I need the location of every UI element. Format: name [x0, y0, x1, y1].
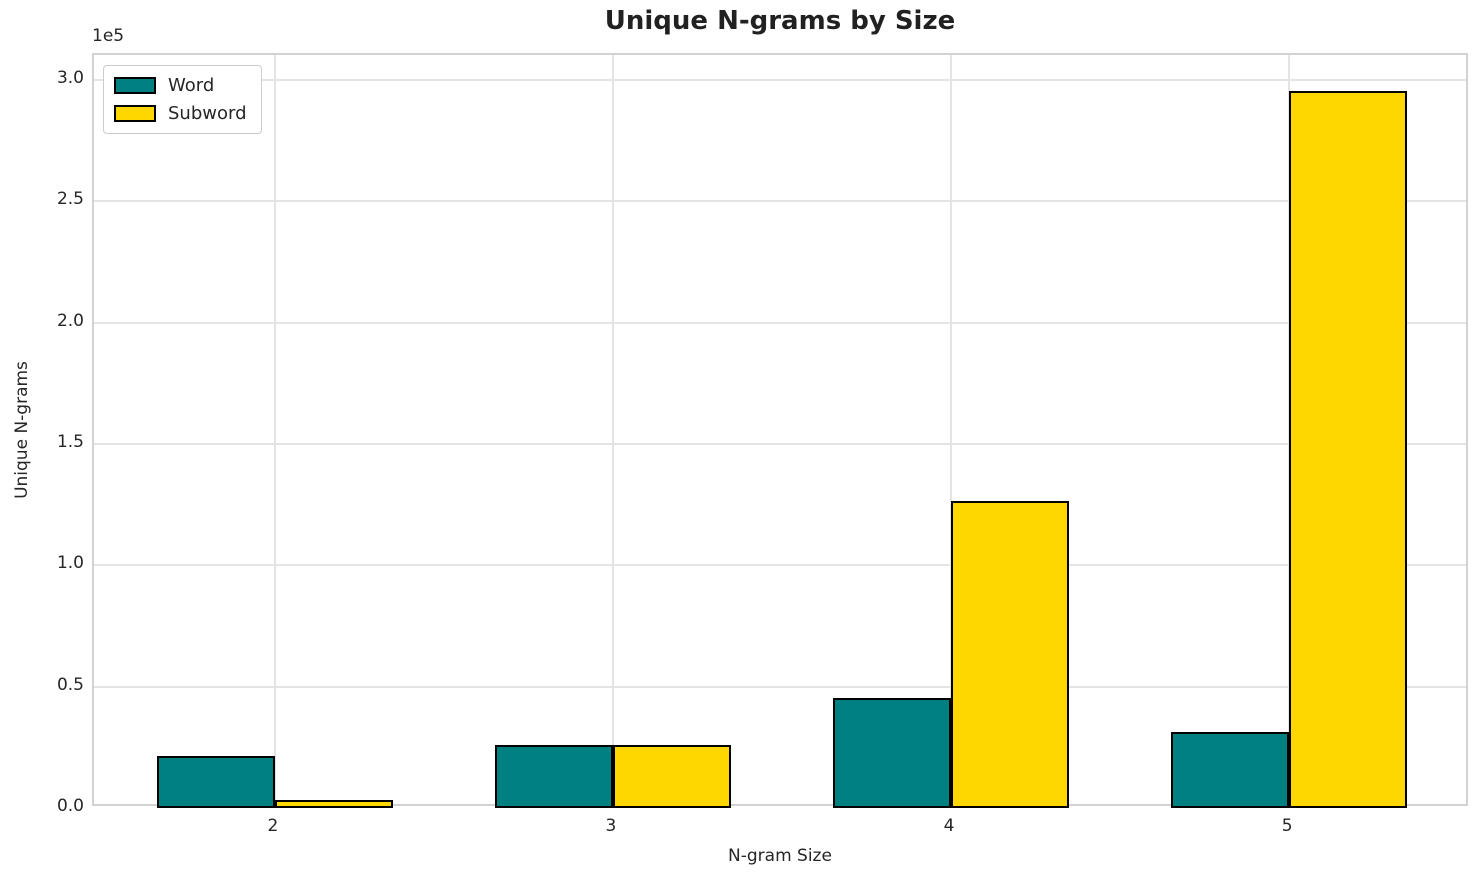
plot-area: Word Subword [92, 53, 1468, 808]
bar-word-ngram-5 [1170, 732, 1290, 808]
x-tick-label: 3 [605, 816, 617, 836]
gridline-horizontal [94, 78, 1466, 81]
y-tick-label: 3.0 [56, 67, 84, 88]
bar-word-ngram-4 [832, 697, 952, 808]
gridline-horizontal [94, 200, 1466, 203]
x-tick-label: 5 [1281, 816, 1293, 836]
legend-label-subword: Subword [168, 103, 247, 124]
y-tick-label: 0.0 [56, 796, 84, 816]
y-tick-label: 2.0 [56, 310, 84, 331]
word-series-swatch [114, 77, 156, 94]
subword-series-swatch [114, 105, 156, 122]
gridline-horizontal [94, 685, 1466, 688]
bar-subword-ngram-4 [951, 501, 1070, 808]
gridline-horizontal [94, 321, 1466, 324]
gridline-horizontal [94, 564, 1466, 567]
y-tick-label: 1.0 [56, 553, 84, 574]
bar-word-ngram-2 [156, 756, 275, 808]
y-tick-label: 1.5 [56, 431, 84, 452]
y-axis-offset-text: 1e5 [92, 26, 125, 46]
bar-subword-ngram-5 [1289, 91, 1408, 808]
chart-title: Unique N-grams by Size [604, 6, 956, 36]
x-tick-label: 2 [267, 816, 279, 836]
legend-item-word: Word [114, 75, 247, 96]
bar-subword-ngram-2 [274, 799, 394, 808]
bar-word-ngram-3 [494, 745, 613, 808]
y-tick-label: 2.5 [56, 189, 84, 210]
legend-item-subword: Subword [114, 103, 247, 124]
gridline-horizontal [94, 442, 1466, 445]
y-tick-label: 0.5 [56, 674, 84, 695]
bar-subword-ngram-3 [612, 744, 732, 808]
gridline-vertical [950, 55, 953, 804]
x-axis-label: N-gram Size [728, 846, 832, 866]
gridline-vertical [611, 55, 614, 804]
legend: Word Subword [103, 65, 262, 134]
x-tick-label: 4 [943, 816, 955, 836]
legend-label-word: Word [168, 75, 215, 96]
gridline-vertical [273, 55, 276, 804]
